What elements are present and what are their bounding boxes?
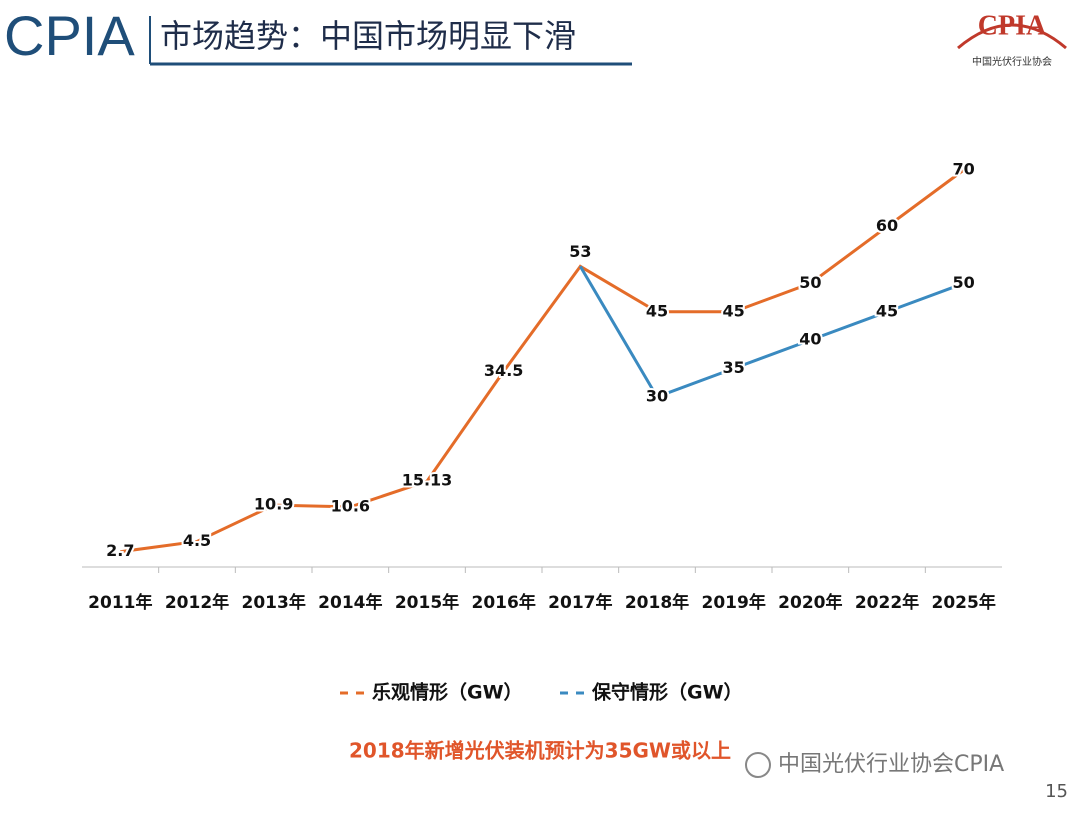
x-tick-label: 2013年	[242, 592, 306, 613]
chart: 2011年 2012年 2013年 2014年 2015年 2016年 2017年 2018年…	[88, 158, 996, 614]
x-tick-label: 2016年	[472, 592, 536, 613]
data-label: 50	[953, 273, 975, 292]
x-tick-label: 2014年	[318, 592, 382, 613]
data-label: 40	[799, 330, 821, 349]
data-label: 34.5	[484, 361, 523, 380]
data-label: 10.6	[331, 496, 370, 515]
x-tick-label: 2025年	[932, 592, 996, 613]
data-label: 45	[723, 301, 745, 320]
data-label: 2.7	[106, 541, 134, 560]
data-label: 70	[953, 160, 975, 179]
watermark-icon	[745, 752, 771, 778]
footer-note: 2018年新增光伏装机预计为35GW或以上	[349, 739, 731, 763]
data-label: 10.9	[254, 495, 293, 514]
x-tick-label: 2015年	[395, 592, 459, 613]
header-logo-text: CPIA	[4, 4, 135, 67]
data-label: 45	[646, 301, 668, 320]
data-label: 15.13	[402, 471, 453, 490]
x-tick-label: 2019年	[702, 592, 766, 613]
legend-label: 保守情形（GW）	[591, 681, 743, 704]
data-label: 35	[723, 358, 745, 377]
data-label: 30	[646, 386, 668, 405]
series-line	[579, 265, 965, 399]
series-line	[120, 168, 965, 554]
legend-label: 乐观情形（GW）	[372, 681, 523, 704]
x-tick-label: 2017年	[548, 592, 612, 613]
data-label: 60	[876, 216, 898, 235]
data-label: 45	[876, 301, 898, 320]
x-tick-label: 2012年	[165, 592, 229, 613]
data-label: 50	[799, 273, 821, 292]
x-tick-label: 2018年	[625, 592, 689, 613]
x-tick-label: 2011年	[88, 592, 152, 613]
logo-text: CPIA	[978, 10, 1047, 41]
page-number: 15	[1045, 781, 1068, 802]
logo-arc	[957, 23, 1067, 50]
logo-subtitle: 中国光伏行业协会	[972, 55, 1052, 68]
slide-title: 市场趋势：中国市场明显下滑	[160, 17, 576, 55]
data-label: 53	[569, 242, 591, 261]
x-tick-label: 2020年	[778, 592, 842, 613]
data-label: 4.5	[183, 531, 211, 550]
x-tick-label: 2022年	[855, 592, 919, 613]
watermark: 中国光伏行业协会CPIA	[778, 752, 1004, 777]
